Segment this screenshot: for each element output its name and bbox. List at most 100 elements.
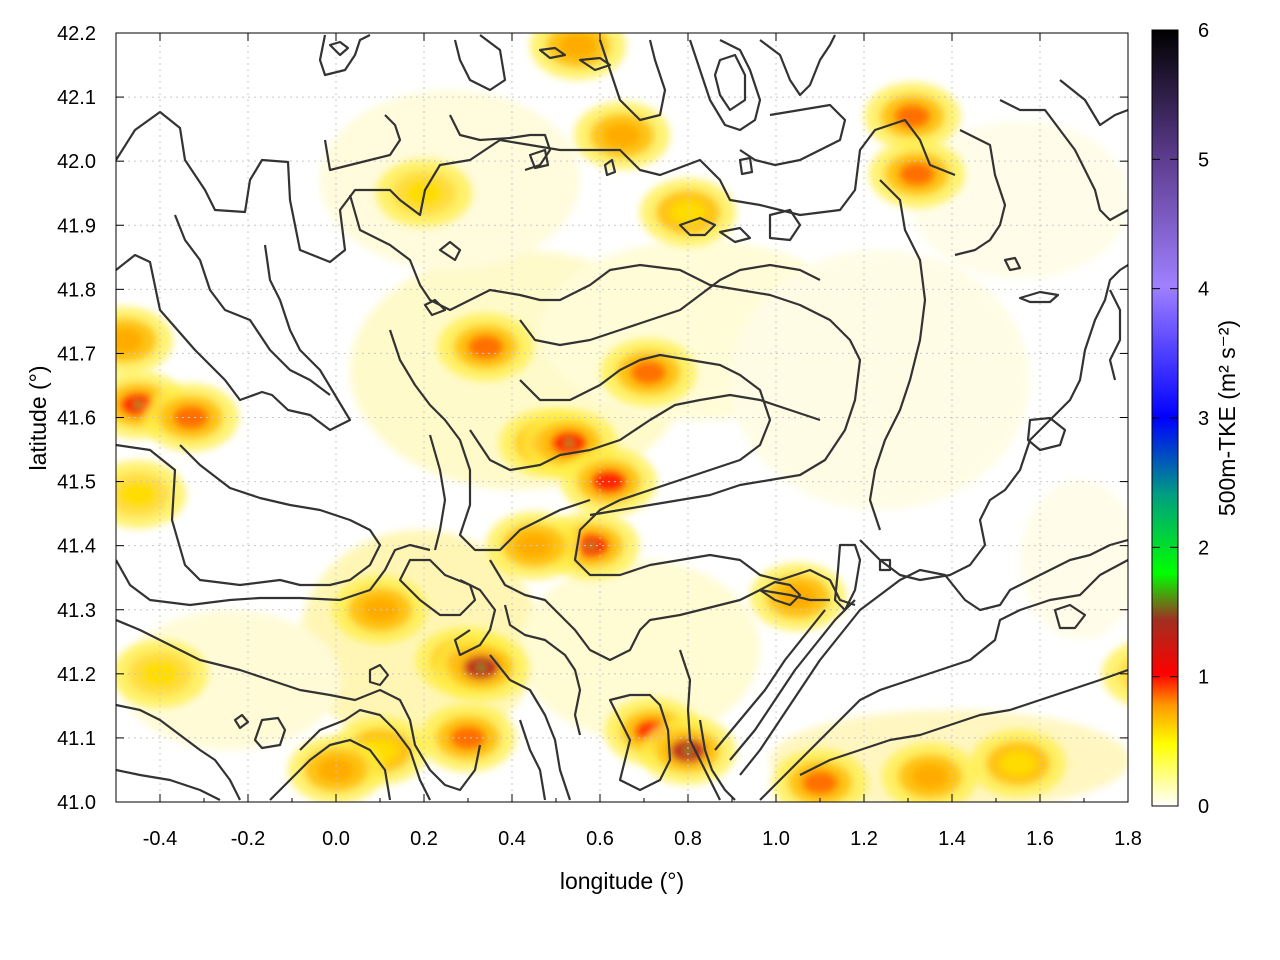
contour-line [718, 226, 752, 244]
colorbar-tick-label: 0 [1198, 796, 1209, 818]
contour-line [999, 99, 1128, 222]
x-tick-label: 0.8 [674, 828, 702, 850]
y-tick-label: 41.8 [57, 279, 96, 301]
tke-hotspot [486, 511, 582, 580]
x-tick-label: 1.8 [1114, 828, 1142, 850]
y-axis-title: latitude (°) [25, 365, 51, 470]
colorbar-tick-label: 6 [1198, 20, 1209, 42]
y-tick-label: 41.2 [57, 664, 96, 686]
contour-line [759, 559, 1128, 801]
contour-line [489, 654, 572, 801]
contour-line [713, 53, 747, 112]
tke-hotspots [116, 33, 1128, 802]
colorbar-tick-label: 2 [1198, 537, 1209, 559]
contour-line [116, 543, 431, 607]
colorbar-tick-label: 3 [1198, 408, 1209, 430]
contour-line [328, 40, 350, 57]
tke-hotspot [288, 735, 384, 802]
contour-line [449, 114, 552, 172]
contour-line [453, 579, 497, 657]
contour-line [688, 39, 762, 132]
contour-line [233, 713, 250, 730]
contour-line [1053, 603, 1087, 630]
contour-line [518, 719, 547, 801]
contour-line [453, 34, 507, 92]
contour-line [318, 34, 371, 77]
contour-line [116, 110, 956, 264]
tke-hotspot [600, 338, 697, 407]
contour-line [428, 434, 447, 551]
x-tick-label: 0.0 [322, 828, 350, 850]
contour-line [423, 298, 447, 317]
y-tick-label: 41.1 [57, 728, 96, 750]
tke-heat-layer [116, 33, 1128, 802]
contour-line [519, 353, 856, 607]
contour-line [678, 649, 721, 801]
contour-line [528, 148, 550, 170]
contour-line [739, 103, 847, 167]
x-tick-label: 1.6 [1026, 828, 1054, 850]
y-tick-label: 42.2 [57, 23, 96, 45]
tke-hotspot [640, 178, 736, 247]
contour-line [738, 156, 754, 176]
tke-hotspot [433, 633, 530, 702]
y-tick-label: 41.4 [57, 536, 96, 558]
contour-line [1108, 289, 1122, 381]
contour-line [714, 609, 826, 751]
contour-line [398, 558, 477, 617]
contour-line [1003, 256, 1022, 272]
contour-line [538, 46, 567, 60]
tke-hotspot [868, 139, 965, 208]
tke-hotspot [116, 460, 186, 529]
contour-line [603, 158, 617, 177]
contour-line [116, 703, 241, 801]
contour-line [388, 329, 591, 552]
contour-line [768, 208, 802, 242]
contour-line [578, 56, 612, 72]
x-tick-label: 1.0 [762, 828, 790, 850]
contour-line [116, 768, 221, 801]
contour-line [608, 693, 672, 792]
tke-hotspot [530, 33, 626, 80]
contour-line [799, 668, 1128, 776]
x-axis-ticks: -0.4 -0.2 0.0 0.2 0.4 0.6 0.8 1.0 1.2 1.4 1.6 1.8 [115, 33, 1142, 850]
contour-line [503, 604, 582, 736]
contour-line [116, 443, 382, 587]
y-axis-ticks: 41.0 41.1 41.2 41.3 41.4 41.5 41.6 41.7 41.8 41.9… [57, 23, 1128, 814]
contour-line [859, 264, 1128, 582]
contour-line [368, 663, 390, 687]
contour-line [1059, 79, 1128, 127]
contour-line [323, 114, 402, 172]
tke-hotspot [772, 748, 868, 802]
tke-hotspot [420, 703, 516, 772]
colorbar-ticks: 0 1 2 3 4 5 6 [1152, 20, 1209, 818]
y-tick-label: 41.5 [57, 472, 96, 494]
colorbar-title: 500m-TKE (m² s⁻²) [1214, 320, 1240, 516]
contour-line [253, 716, 287, 750]
x-tick-label: 0.6 [586, 828, 614, 850]
contour-line [878, 558, 892, 572]
tke-hotspot [142, 383, 239, 452]
colorbar-tick-label: 4 [1198, 279, 1209, 301]
tke-hotspot [437, 313, 534, 382]
colorbar-tick-label: 1 [1198, 667, 1209, 689]
contour-line [729, 599, 856, 761]
x-tick-label: 1.2 [850, 828, 878, 850]
y-tick-label: 42.0 [57, 151, 96, 173]
contour-line [269, 738, 392, 801]
contour-line [759, 34, 836, 97]
contour-line [116, 244, 352, 432]
contour-line [173, 214, 331, 396]
contour-line [698, 719, 736, 801]
tke-hotspot [864, 82, 961, 151]
contour-line [116, 618, 482, 792]
tke-hotspot [882, 742, 978, 802]
y-tick-label: 41.7 [57, 343, 96, 365]
x-tick-label: 0.2 [410, 828, 438, 850]
y-tick-label: 41.6 [57, 408, 96, 430]
contour-line [954, 129, 1007, 257]
contour-line [833, 543, 862, 612]
y-tick-label: 41.3 [57, 600, 96, 622]
contour-line [299, 708, 431, 801]
